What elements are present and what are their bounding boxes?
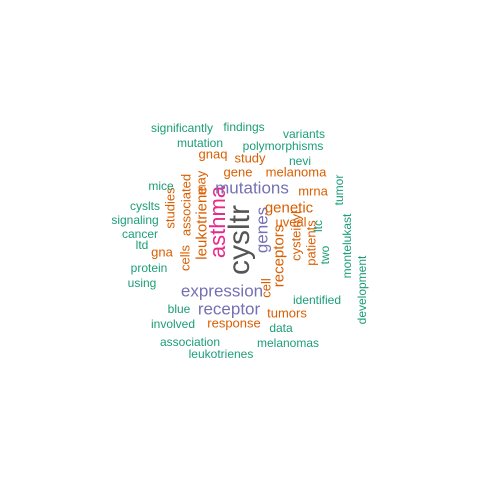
word-study: study xyxy=(234,150,266,166)
word-involved: involved xyxy=(150,317,196,331)
word-gnaq: gnaq xyxy=(198,146,228,162)
word-cell: cell xyxy=(258,278,274,298)
word-leukotriene: leukotriene xyxy=(193,186,211,260)
word-protein: protein xyxy=(130,261,168,275)
word-studies: studies xyxy=(162,187,178,229)
word-cells: cells xyxy=(177,244,193,272)
word-nevi: nevi xyxy=(288,154,312,168)
word-montelukast: montelukast xyxy=(340,213,354,279)
word-receptors: receptors xyxy=(270,224,288,288)
word-uveal: uveal xyxy=(275,214,307,230)
word-ltd: ltd xyxy=(135,238,149,252)
word-may: may xyxy=(193,170,209,196)
word-cancer: cancer xyxy=(121,227,159,241)
word-expression: expression xyxy=(180,281,264,301)
word-blue: blue xyxy=(167,302,191,316)
word-cysteinyl: cysteinyl xyxy=(288,211,304,261)
word-development: development xyxy=(355,255,369,325)
word-association: association xyxy=(159,335,221,349)
word-ltc: ltc xyxy=(311,220,325,232)
word-tumors: tumors xyxy=(267,305,307,321)
word-findings: findings xyxy=(223,120,265,134)
word-leukotrienes: leukotrienes xyxy=(188,347,254,361)
word-gene: gene xyxy=(223,164,253,180)
word-signaling: signaling xyxy=(111,213,159,227)
word-cyslts: cyslts xyxy=(130,199,160,213)
word-receptor: receptor xyxy=(197,299,261,319)
word-gna: gna xyxy=(151,244,173,260)
word-tumor: tumor xyxy=(332,174,346,206)
word-mrna: mrna xyxy=(298,183,328,199)
word-response: response xyxy=(207,315,261,331)
word-identified: identified xyxy=(292,293,342,307)
word-significantly: significantly xyxy=(150,121,214,135)
word-genetic: genetic xyxy=(264,199,314,217)
word-data: data xyxy=(269,321,293,335)
word-mutation: mutation xyxy=(176,136,224,150)
word-melanomas: melanomas xyxy=(256,336,320,350)
word-variants: variants xyxy=(282,127,326,141)
word-mutations: mutations xyxy=(215,178,289,198)
word-mice: mice xyxy=(148,179,174,193)
word-polymorphisms: polymorphisms xyxy=(242,139,324,153)
word-using: using xyxy=(127,276,157,290)
word-associated: associated xyxy=(178,173,194,237)
word-two: two xyxy=(318,245,332,265)
word-melanoma: melanoma xyxy=(265,164,327,180)
